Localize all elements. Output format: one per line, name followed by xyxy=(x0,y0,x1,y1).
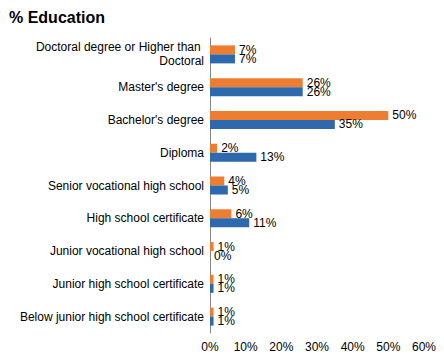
svg-text:1%: 1% xyxy=(217,305,235,320)
svg-text:5%: 5% xyxy=(232,183,250,197)
svg-text:High school certificate: High school certificate xyxy=(87,211,205,225)
svg-text:0%: 0% xyxy=(214,249,232,263)
svg-text:0%: 0% xyxy=(201,340,219,354)
svg-text:Doctoral: Doctoral xyxy=(159,54,204,68)
svg-text:35%: 35% xyxy=(339,117,363,131)
svg-text:6%: 6% xyxy=(235,207,253,221)
svg-text:26%: 26% xyxy=(307,85,331,99)
svg-text:1%: 1% xyxy=(217,272,235,287)
svg-text:4%: 4% xyxy=(228,174,246,188)
svg-text:Junior vocational high school: Junior vocational high school xyxy=(50,244,204,258)
svg-text:Bachelor's degree: Bachelor's degree xyxy=(108,113,205,127)
svg-text:10%: 10% xyxy=(234,340,258,354)
svg-text:1%: 1% xyxy=(218,281,236,295)
svg-text:Below junior high school certi: Below junior high school certificate xyxy=(20,310,204,324)
svg-text:30%: 30% xyxy=(305,340,329,354)
svg-text:20%: 20% xyxy=(269,340,293,354)
svg-text:Doctoral degree or Higher than: Doctoral degree or Higher than xyxy=(36,40,204,54)
svg-text:Senior vocational high school: Senior vocational high school xyxy=(48,179,204,193)
svg-text:13%: 13% xyxy=(260,150,284,164)
svg-text:11%: 11% xyxy=(253,216,276,230)
svg-text:40%: 40% xyxy=(341,340,365,354)
svg-text:7%: 7% xyxy=(239,52,257,66)
svg-text:7%: 7% xyxy=(239,42,257,57)
svg-text:50%: 50% xyxy=(392,108,416,122)
svg-text:1%: 1% xyxy=(217,239,235,254)
svg-text:% Education: % Education xyxy=(9,9,105,26)
svg-text:50%: 50% xyxy=(376,340,400,354)
svg-text:Junior high school certificate: Junior high school certificate xyxy=(53,277,205,291)
svg-text:2%: 2% xyxy=(221,141,239,155)
svg-text:60%: 60% xyxy=(412,340,436,354)
svg-text:1%: 1% xyxy=(218,314,236,328)
svg-text:Master's degree: Master's degree xyxy=(118,80,204,94)
svg-text:26%: 26% xyxy=(306,75,331,90)
svg-text:Diploma: Diploma xyxy=(160,146,204,160)
